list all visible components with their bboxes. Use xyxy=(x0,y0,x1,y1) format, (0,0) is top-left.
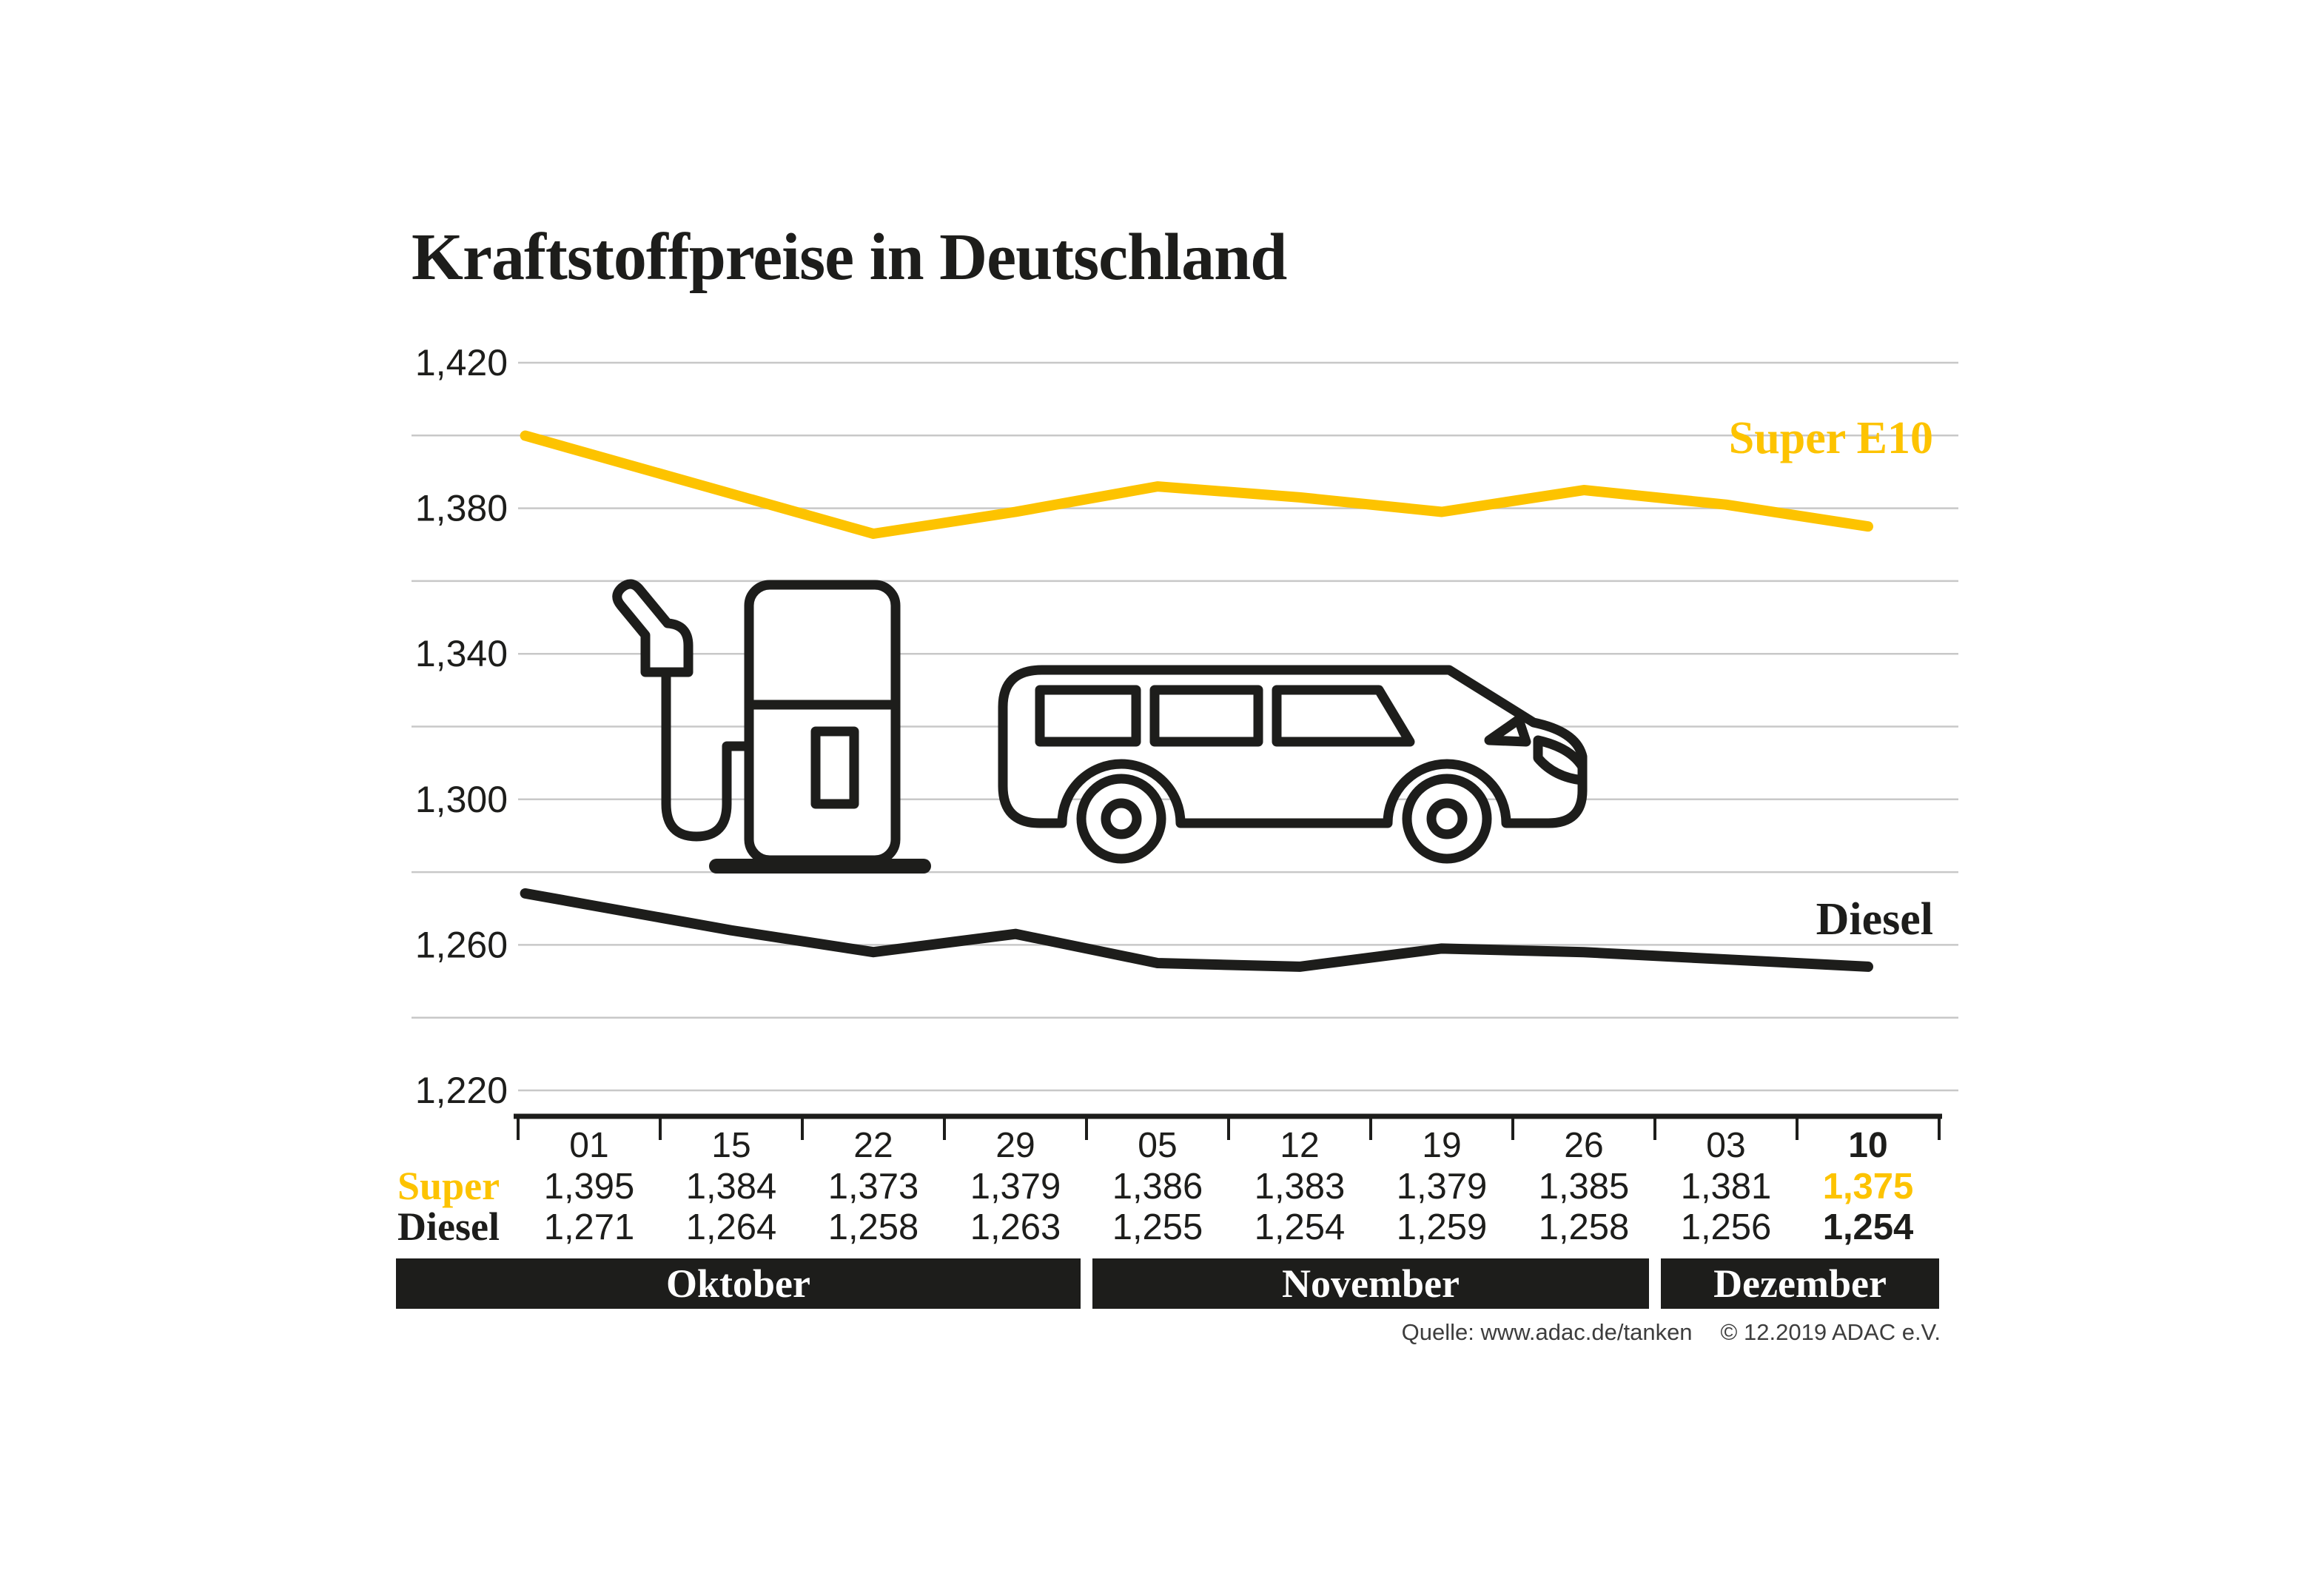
car-window-middle xyxy=(1149,685,1263,747)
car-wheel-front-hub xyxy=(1426,798,1468,839)
super-price-value: 1,379 xyxy=(1396,1166,1488,1207)
pump-body xyxy=(744,580,901,865)
super-price-value: 1,384 xyxy=(685,1166,777,1207)
series-lines xyxy=(520,430,1873,972)
diesel-price-value: 1,256 xyxy=(1680,1207,1772,1247)
diesel-price-value: 1,263 xyxy=(970,1207,1061,1247)
pump-screen xyxy=(810,726,859,809)
page-title: Kraftstoffpreise in Deutschland xyxy=(412,221,1287,294)
table-row-label-super: Super xyxy=(397,1164,500,1208)
super-price-value: 1,375 xyxy=(1822,1166,1914,1207)
date-label: 26 xyxy=(1564,1126,1604,1165)
series-label-diesel: Diesel xyxy=(1816,894,1933,945)
y-axis-label: 1,220 xyxy=(415,1070,508,1111)
series-label-super-e10: Super E10 xyxy=(1729,413,1933,463)
date-label: 12 xyxy=(1280,1126,1320,1165)
car-headlight xyxy=(1533,735,1588,785)
source-text: Quelle: www.adac.de/tanken xyxy=(1401,1319,1693,1345)
pump-hose xyxy=(661,661,760,842)
diesel-price-value: 1,254 xyxy=(1254,1207,1346,1247)
y-axis-label: 1,340 xyxy=(415,633,508,674)
series-line-super-e10 xyxy=(520,430,1873,540)
x-axis xyxy=(514,1113,1942,1140)
date-label: 05 xyxy=(1138,1126,1178,1165)
date-label: 15 xyxy=(711,1126,751,1165)
fuel-pump-icon xyxy=(612,579,931,874)
pump-nozzle xyxy=(612,579,693,677)
car-window-rear xyxy=(1035,685,1141,747)
super-price-value: 1,373 xyxy=(827,1166,919,1207)
month-bar-november: November xyxy=(1092,1258,1649,1309)
diesel-price-value: 1,259 xyxy=(1396,1207,1488,1247)
diesel-price-value: 1,271 xyxy=(543,1207,635,1247)
date-label: 01 xyxy=(569,1126,609,1165)
car-wheel-rear-hub xyxy=(1101,798,1142,839)
gridlines xyxy=(412,361,1958,1092)
car-mirror xyxy=(1484,714,1531,747)
car-window-front xyxy=(1272,685,1415,747)
diesel-price-value: 1,255 xyxy=(1112,1207,1203,1247)
super-price-value: 1,383 xyxy=(1254,1166,1346,1207)
super-price-value: 1,386 xyxy=(1112,1166,1203,1207)
diesel-price-value: 1,258 xyxy=(827,1207,919,1247)
price-table: 01 15 22 29 05 12 19 26 03 10 1,395 1,384 1,373 1,379… xyxy=(518,1125,1939,1247)
super-price-value: 1,379 xyxy=(970,1166,1061,1207)
month-bar-oktober: Oktober xyxy=(396,1258,1081,1309)
date-label: 10 xyxy=(1848,1126,1888,1165)
month-bar-dezember: Dezember xyxy=(1661,1258,1939,1309)
diesel-price-value: 1,258 xyxy=(1538,1207,1630,1247)
date-label: 03 xyxy=(1706,1126,1746,1165)
series-line-diesel xyxy=(520,888,1873,972)
super-price-value: 1,385 xyxy=(1538,1166,1630,1207)
y-axis-label: 1,260 xyxy=(415,924,508,965)
y-axis-label: 1,300 xyxy=(415,779,508,820)
y-axis-label: 1,380 xyxy=(415,488,508,529)
y-axis-label: 1,420 xyxy=(415,342,508,383)
table-row-label-diesel: Diesel xyxy=(397,1204,500,1249)
super-price-value: 1,381 xyxy=(1680,1166,1772,1207)
date-label: 29 xyxy=(995,1126,1035,1165)
date-label: 19 xyxy=(1422,1126,1462,1165)
diesel-price-value: 1,254 xyxy=(1822,1207,1914,1247)
copyright-text: © 12.2019 ADAC e.V. xyxy=(1720,1319,1941,1345)
car-icon xyxy=(998,665,1588,864)
date-label: 22 xyxy=(853,1126,893,1165)
source-note: Quelle: www.adac.de/tanken © 12.2019 ADAC… xyxy=(1402,1319,1941,1346)
super-price-value: 1,395 xyxy=(543,1166,635,1207)
y-axis-labels: 1,420 1,380 1,340 1,300 1,260 1,220 xyxy=(415,342,508,1111)
diesel-price-value: 1,264 xyxy=(685,1207,777,1247)
